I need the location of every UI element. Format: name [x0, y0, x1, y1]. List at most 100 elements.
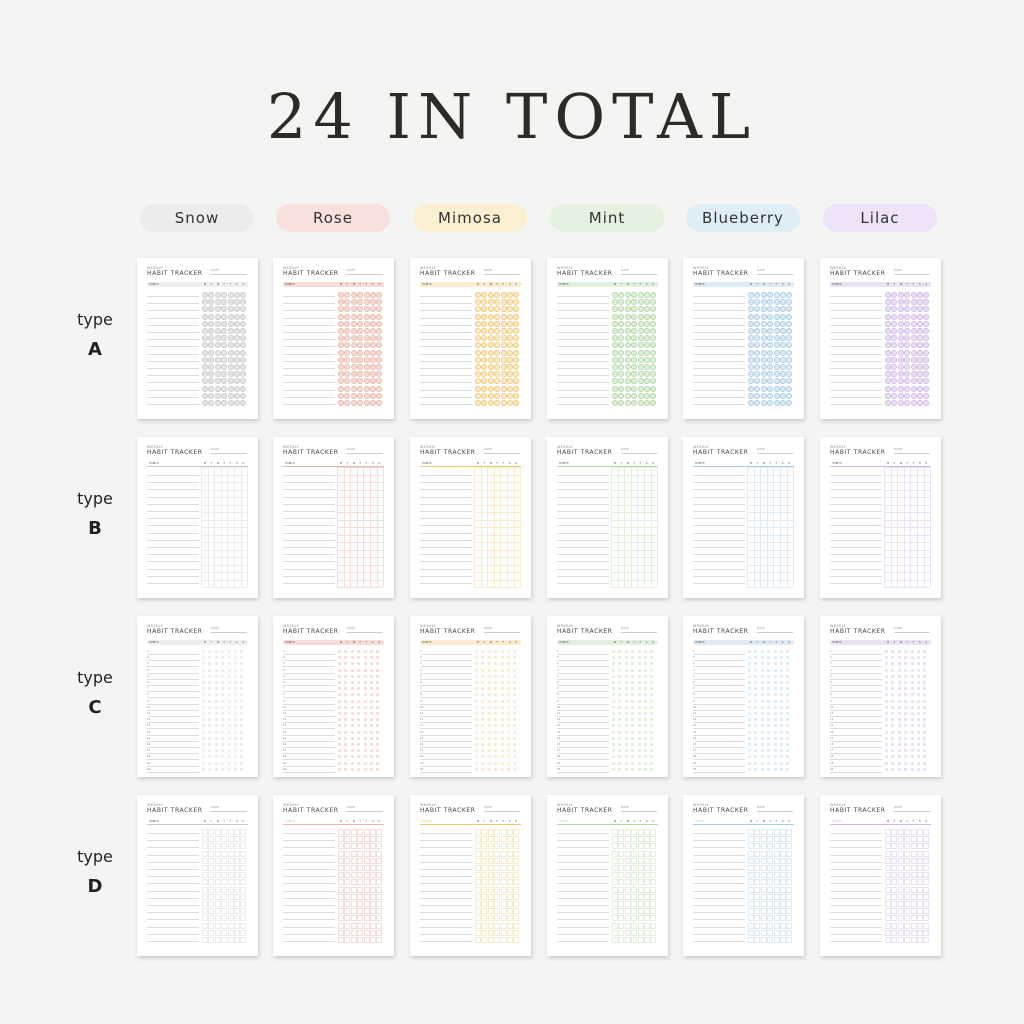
check-mark-slot	[644, 650, 647, 653]
row-number: 8	[557, 693, 559, 697]
check-mark-slot	[513, 730, 517, 734]
check-mark-slot	[344, 687, 348, 691]
check-mark-slot	[618, 879, 625, 886]
check-mark-slot	[202, 712, 205, 715]
check-mark-slot	[344, 693, 348, 697]
check-mark-slot	[624, 937, 631, 943]
check-mark-slot	[637, 328, 644, 334]
check-mark-slot	[202, 865, 208, 871]
check-mark-slot	[780, 292, 786, 298]
check-mark-slot	[376, 699, 380, 703]
check-mark-slot	[644, 761, 647, 765]
check-mark-slot	[644, 879, 650, 886]
grid-row-line	[474, 579, 520, 581]
check-mark-slot	[631, 385, 638, 392]
check-mark-slot	[240, 872, 247, 879]
day-label: S	[652, 641, 655, 644]
check-mark-slot	[376, 650, 380, 653]
check-mark-slot	[221, 761, 225, 765]
check-mark-slot	[904, 879, 911, 886]
check-mark-slot	[475, 736, 478, 740]
check-mark-slot	[475, 857, 481, 864]
check-mark-slot	[481, 400, 488, 406]
check-mark-slot	[904, 299, 911, 306]
check-mark-slot	[904, 687, 908, 691]
grid-row-line	[201, 512, 247, 513]
check-mark-slot	[618, 767, 622, 771]
check-mark-slot	[885, 879, 891, 886]
check-mark-slot	[780, 674, 783, 678]
check-mark-slot	[786, 292, 793, 298]
check-mark-slot	[208, 901, 215, 907]
grid-row-line	[884, 482, 930, 483]
habit-line	[147, 685, 199, 686]
row-number: 15	[283, 736, 287, 740]
check-mark-slot	[786, 865, 793, 871]
habit-line	[420, 317, 472, 319]
check-mark-slot	[923, 668, 927, 672]
habit-line	[693, 375, 745, 377]
check-mark-slot	[923, 306, 930, 313]
check-mark-slot	[748, 908, 754, 915]
check-mark-slot	[500, 342, 507, 349]
check-mark-slot	[494, 400, 501, 406]
date-label: DATE	[621, 626, 629, 630]
check-mark-slot	[618, 356, 625, 363]
day-label: W	[216, 462, 220, 465]
habit-line	[693, 489, 745, 491]
habit-tracker-card: WEEKLY HABIT TRACKER DATE HABITS M T W T F S S	[547, 437, 668, 598]
habit-line	[147, 547, 199, 548]
check-mark-slot	[767, 865, 774, 871]
habit-line	[147, 482, 199, 484]
habit-line	[147, 691, 199, 693]
day-label: T	[223, 820, 225, 823]
check-mark-slot	[767, 761, 771, 765]
check-mark-slot	[637, 937, 644, 943]
check-mark-slot	[910, 349, 917, 356]
check-mark-slot	[767, 650, 771, 653]
check-mark-slot	[227, 385, 234, 392]
day-label: F	[639, 820, 642, 823]
check-mark-slot	[500, 843, 507, 850]
grid-row-line	[747, 467, 793, 468]
check-mark-slot	[344, 299, 351, 306]
day-label: S	[782, 283, 784, 286]
check-mark-slot	[897, 915, 904, 922]
check-mark-slot	[240, 850, 247, 857]
check-mark-slot	[891, 681, 895, 684]
habit-line	[830, 765, 882, 767]
check-mark-slot	[624, 829, 631, 835]
grid-row-line	[747, 587, 793, 588]
row-number: 16	[830, 743, 834, 746]
grid-row-line	[337, 534, 383, 536]
check-mark-slot	[494, 306, 501, 313]
check-mark-slot	[773, 712, 777, 715]
check-mark-slot	[637, 705, 641, 709]
check-mark-slot	[624, 306, 631, 313]
check-mark-slot	[357, 313, 364, 320]
check-mark-slot	[344, 893, 351, 900]
check-mark-slot	[897, 736, 901, 740]
check-mark-slot	[786, 749, 790, 753]
habit-line	[830, 876, 882, 878]
check-mark-slot	[350, 306, 357, 313]
day-label: M	[614, 820, 617, 823]
card-heading: HABIT TRACKER	[283, 807, 339, 814]
habit-line	[283, 539, 335, 541]
check-mark-slot	[767, 328, 774, 334]
check-mark-slot	[357, 836, 364, 843]
day-label: F	[365, 283, 368, 286]
check-mark-slot	[221, 356, 228, 363]
check-mark-slot	[773, 335, 780, 342]
check-mark-slot	[786, 886, 793, 893]
habit-line	[557, 525, 609, 527]
habit-line	[557, 547, 609, 548]
grid-row-line	[201, 557, 247, 558]
check-mark-slot	[917, 349, 923, 356]
row-number: 20	[693, 767, 697, 771]
check-mark-slot	[202, 335, 208, 342]
habit-line	[283, 518, 335, 520]
day-label: T	[346, 283, 348, 286]
row-number: 5	[557, 674, 559, 678]
check-mark-slot	[487, 392, 494, 399]
